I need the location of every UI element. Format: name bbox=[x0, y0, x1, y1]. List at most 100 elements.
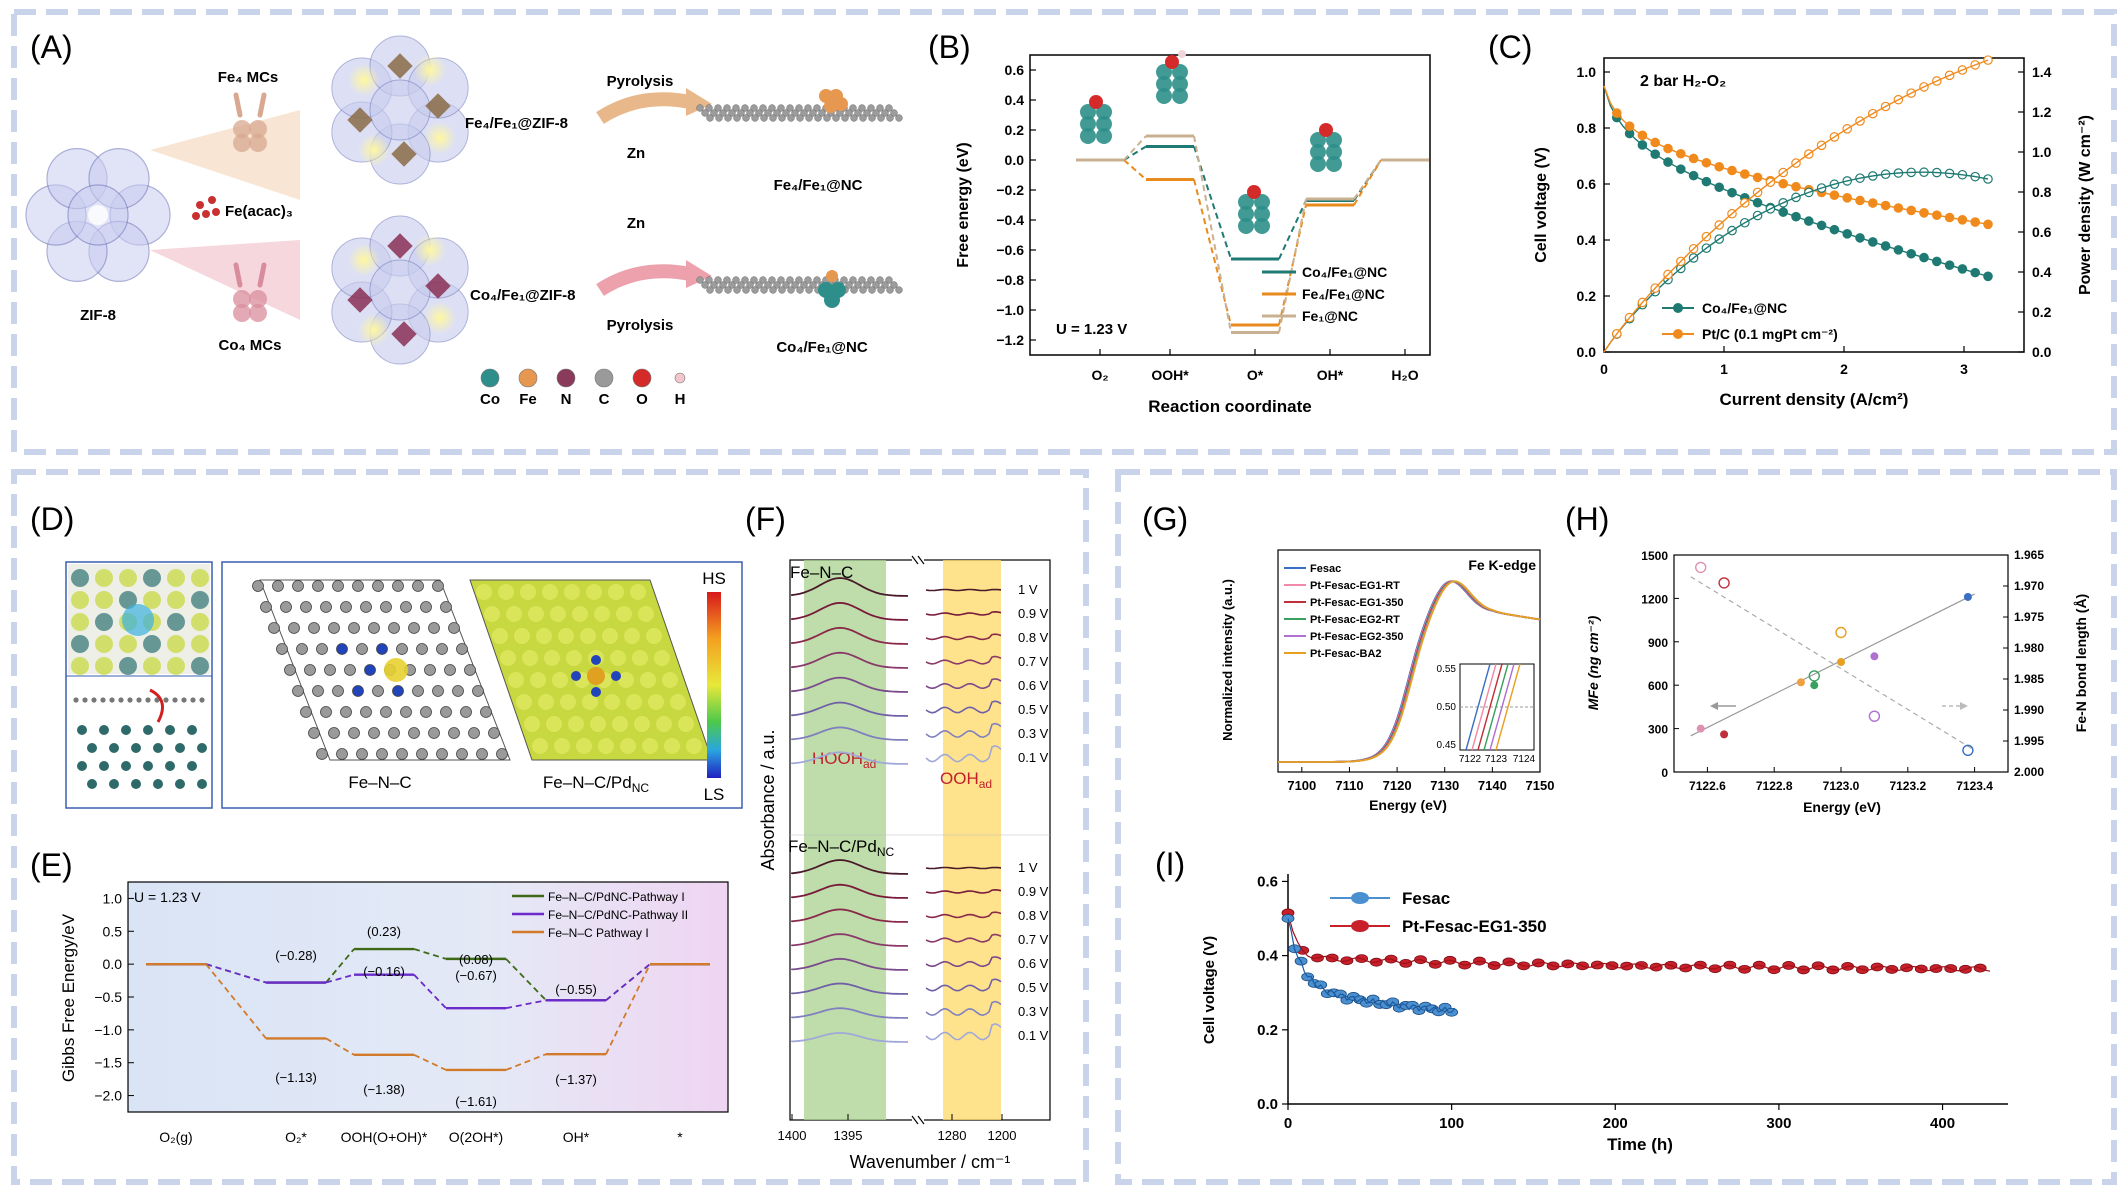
c-atom bbox=[252, 580, 264, 592]
inset-tick-y: 0.55 bbox=[1437, 664, 1457, 675]
trend-line-bond bbox=[1690, 576, 1975, 751]
inset-tick-y: 0.45 bbox=[1437, 740, 1457, 751]
sheet-atom bbox=[759, 104, 767, 112]
pd-spin-lobe bbox=[580, 628, 596, 644]
cluster-atom bbox=[233, 290, 251, 308]
fe4-cluster-illustration bbox=[233, 92, 267, 152]
c-atom bbox=[332, 685, 344, 697]
sheet-atom bbox=[886, 286, 894, 294]
sheet-atom bbox=[755, 281, 763, 289]
c-atom bbox=[272, 580, 284, 592]
frame-bottom-left bbox=[11, 469, 1089, 1185]
sheet-atom bbox=[872, 281, 880, 289]
bond-point-3 bbox=[1835, 626, 1847, 639]
plot-c-curves bbox=[1603, 55, 1993, 353]
panel-a: ZIF-8 Fe₄ MCs Co₄ MCs Fe(acac)₃ Fe₄/Fe₁@… bbox=[25, 35, 903, 408]
legend-label-co: Co bbox=[480, 391, 500, 408]
c-atom bbox=[428, 727, 440, 739]
pd-spin-lobe bbox=[532, 738, 548, 754]
voltage-label: 0.9 V bbox=[1018, 606, 1049, 621]
fe-n-c-pd-spectrum-low-1 bbox=[791, 883, 909, 899]
co4-fe1-zif8-label: Co₄/Fe₁@ZIF-8 bbox=[470, 287, 575, 304]
sheet-atom bbox=[742, 114, 750, 122]
acac-atom bbox=[212, 208, 220, 216]
n-atom-2 bbox=[571, 671, 581, 681]
colorbar-hs-label: HS bbox=[702, 569, 726, 588]
sheet-atom bbox=[886, 114, 894, 122]
tick-label-h-right: 1.980 bbox=[2014, 641, 2044, 655]
density-lobe bbox=[119, 635, 137, 653]
legend-swatch-n bbox=[556, 368, 576, 388]
left-axis-arrowhead bbox=[1710, 702, 1718, 710]
c-atom bbox=[320, 601, 332, 613]
arrow-lower bbox=[150, 240, 300, 320]
c-atom bbox=[372, 580, 384, 592]
pd-spin-lobe bbox=[594, 606, 610, 622]
tick-label-h-right: 1.965 bbox=[2014, 548, 2044, 562]
panel-letter-i: (I) bbox=[1155, 846, 1185, 882]
side-c-atom bbox=[145, 697, 151, 703]
sheet-atom bbox=[858, 104, 866, 112]
fe-n-c-spectrum-high-1 bbox=[925, 610, 1002, 616]
plot-g-x-ticks: 7100 7110 7120 7130 7140 7150 bbox=[1287, 767, 1554, 793]
inset-curve-1 bbox=[1471, 663, 1497, 751]
n-atom bbox=[352, 685, 364, 697]
tick-label-c-x: 0 bbox=[1600, 361, 1608, 377]
legend-marker-c-1 bbox=[1673, 329, 1683, 339]
panel-g: 7100 7110 7120 7130 7140 7150 Normalized inte… bbox=[1220, 549, 1554, 813]
fe-n-c-pd-caption: Fe–N–C/PdNC bbox=[543, 773, 649, 795]
side-pd-atom bbox=[187, 761, 197, 771]
fe-n-c-pd-spectrum-high-2 bbox=[925, 911, 1002, 919]
side-pd-atom bbox=[187, 725, 197, 735]
tick-label-c-right: 0.4 bbox=[2032, 264, 2052, 280]
legend-label-g-3: Pt-Fesac-EG2-RT bbox=[1310, 614, 1400, 626]
sheet-atom bbox=[791, 109, 799, 117]
sheet-atom bbox=[715, 114, 723, 122]
x-category-e: OOH(O+OH)* bbox=[341, 1129, 428, 1145]
legend-swatch-o bbox=[632, 368, 652, 388]
link-b-s1 bbox=[1123, 159, 1147, 181]
tick-label-h-x: 7123.4 bbox=[1956, 779, 1993, 793]
x-category-e: * bbox=[677, 1129, 683, 1145]
pd-spin-lobe bbox=[602, 628, 618, 644]
inset-curve-0 bbox=[1465, 663, 1491, 751]
n-atom bbox=[392, 685, 404, 697]
pd-spin-lobe bbox=[648, 694, 664, 710]
c-atom bbox=[320, 706, 332, 718]
fe-n-c-spectrum-low-2 bbox=[791, 626, 909, 645]
tick-label-c-left: 1.0 bbox=[1577, 64, 1597, 80]
c-atom bbox=[432, 685, 444, 697]
pd-spin-lobe bbox=[638, 606, 654, 622]
c-atom bbox=[304, 664, 316, 676]
sheet-atom bbox=[755, 109, 763, 117]
tick-label-i-x: 400 bbox=[1930, 1115, 1955, 1132]
pd-spin-lobe bbox=[586, 584, 602, 600]
panel-i: 0.0 0.2 0.4 0.6 0 100 200 300 400 Cell voltage (… bbox=[1201, 873, 2008, 1154]
plot-h-ticks: 1500 1200 900 600 300 0 1.965 1.970 1.975 1.980 1.… bbox=[1641, 548, 2044, 793]
tick-label-h-left: 600 bbox=[1648, 679, 1668, 693]
n-atom-2 bbox=[611, 671, 621, 681]
co-atom-b bbox=[1156, 76, 1172, 92]
legend-label-o: O bbox=[636, 391, 648, 408]
legend-label-n: N bbox=[561, 391, 572, 408]
panel-letter-e: (E) bbox=[30, 847, 73, 883]
pd-spin-lobe bbox=[624, 628, 640, 644]
mfe-point-6 bbox=[1963, 592, 1972, 601]
voltage-label: 0.3 V bbox=[1018, 726, 1049, 741]
cluster-atom bbox=[233, 120, 251, 138]
c-atom bbox=[468, 727, 480, 739]
co-power-marker bbox=[1983, 174, 1993, 184]
pd-spin-lobe bbox=[678, 716, 694, 732]
co4-mcs-label: Co₄ MCs bbox=[219, 337, 282, 354]
sheet-atom bbox=[791, 281, 799, 289]
xanes-curve-5 bbox=[1278, 580, 1541, 763]
density-lobe bbox=[191, 657, 209, 675]
sheet-atom bbox=[832, 114, 840, 122]
zif8-label: ZIF-8 bbox=[80, 307, 116, 324]
c-atom bbox=[452, 685, 464, 697]
panel-e: 1.0 0.5 0.0 −0.5 −1.0 −1.5 −2.0 O₂(g) O₂* OOH(O+… bbox=[59, 881, 729, 1145]
voltage-label: 0.6 V bbox=[1018, 956, 1049, 971]
plot-e-y-ticks: 1.0 0.5 0.0 −0.5 −1.0 −1.5 −2.0 bbox=[94, 890, 134, 1104]
panel-letter-d: (D) bbox=[30, 501, 74, 537]
arrowhead-upper bbox=[686, 88, 712, 116]
